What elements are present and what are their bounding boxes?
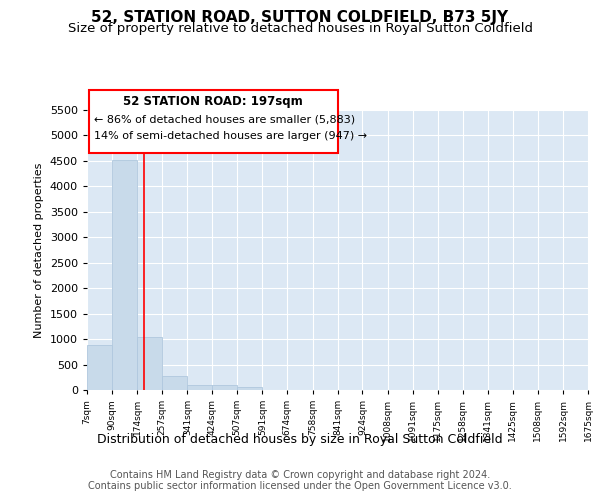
Text: Size of property relative to detached houses in Royal Sutton Coldfield: Size of property relative to detached ho… <box>67 22 533 35</box>
Bar <box>212 385 237 390</box>
Bar <box>187 385 212 390</box>
Text: Distribution of detached houses by size in Royal Sutton Coldfield: Distribution of detached houses by size … <box>97 432 503 446</box>
Bar <box>237 387 262 390</box>
Text: 52 STATION ROAD: 197sqm: 52 STATION ROAD: 197sqm <box>124 95 303 108</box>
Text: Contains HM Land Registry data © Crown copyright and database right 2024.: Contains HM Land Registry data © Crown c… <box>110 470 490 480</box>
Bar <box>112 160 137 390</box>
Text: Contains public sector information licensed under the Open Government Licence v3: Contains public sector information licen… <box>88 481 512 491</box>
Y-axis label: Number of detached properties: Number of detached properties <box>34 162 44 338</box>
Text: 14% of semi-detached houses are larger (947) →: 14% of semi-detached houses are larger (… <box>94 131 367 141</box>
Text: ← 86% of detached houses are smaller (5,883): ← 86% of detached houses are smaller (5,… <box>94 114 355 124</box>
Bar <box>137 336 162 390</box>
Bar <box>162 376 187 390</box>
Text: 52, STATION ROAD, SUTTON COLDFIELD, B73 5JY: 52, STATION ROAD, SUTTON COLDFIELD, B73 … <box>91 10 509 25</box>
Bar <box>87 345 112 390</box>
